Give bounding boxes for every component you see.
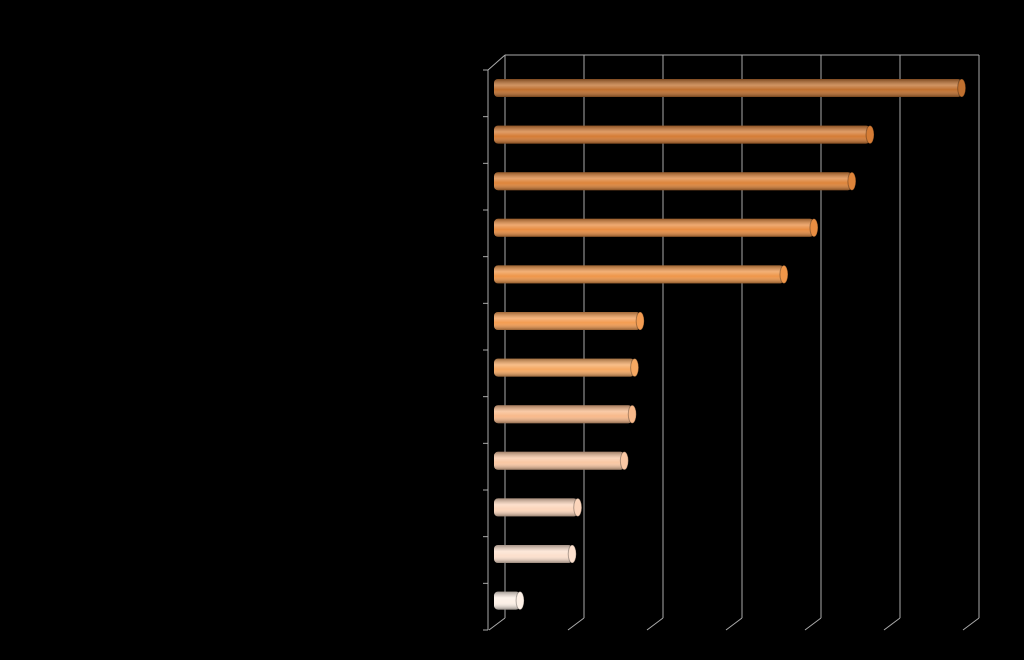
grid-line (725, 617, 743, 631)
bar (494, 171, 857, 191)
grid-line (962, 617, 980, 631)
bar (494, 78, 967, 98)
bar (494, 358, 640, 378)
bar (494, 311, 645, 331)
x-tick-label: 2 (644, 637, 651, 651)
x-tick-label: 3 (723, 637, 730, 651)
wall-edge (487, 54, 506, 71)
bar (494, 218, 819, 238)
bar (494, 451, 629, 471)
bar (494, 404, 637, 424)
x-tick-label: 0 (486, 637, 493, 651)
grid-line (804, 617, 822, 631)
bar (494, 264, 789, 284)
bar (494, 591, 525, 611)
grid-line (883, 617, 901, 631)
grid-line (567, 617, 585, 631)
x-tick-label: 6 (960, 637, 967, 651)
grid-line (646, 617, 664, 631)
x-tick-label: 5 (881, 637, 888, 651)
grid-line (488, 617, 506, 631)
bar (494, 497, 583, 517)
x-tick-label: 1 (565, 637, 572, 651)
x-tick-label: 4 (802, 637, 809, 651)
bar (494, 544, 577, 564)
bar (494, 125, 875, 145)
